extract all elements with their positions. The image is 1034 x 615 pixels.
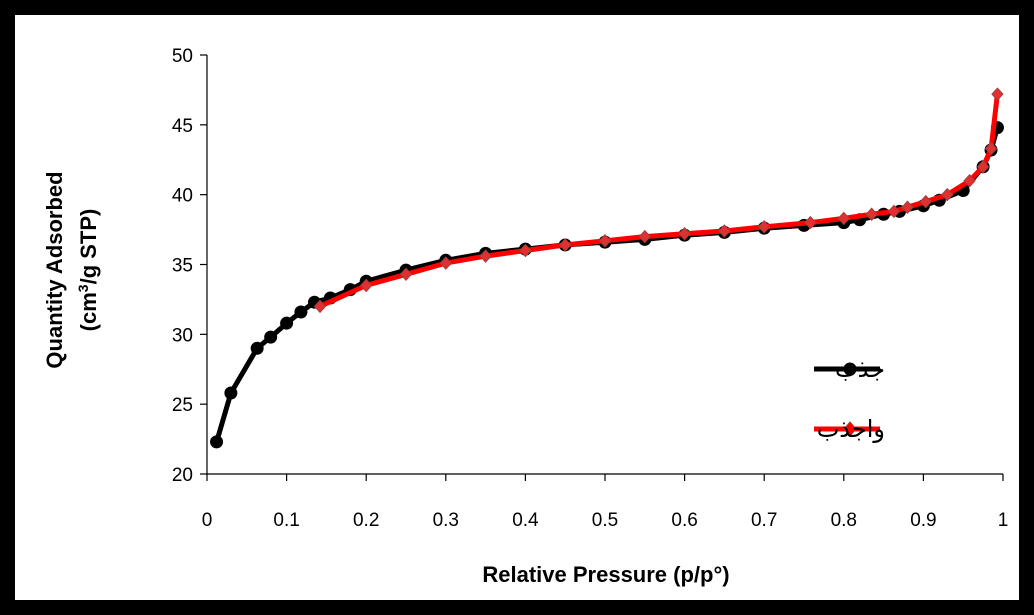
x-tick-label: 0.2: [353, 510, 379, 531]
data-point: [865, 207, 878, 221]
legend: جذب واجذب: [814, 355, 885, 443]
y-axis-title: Quantity Adsorbed (cm3/g STP): [42, 171, 101, 368]
x-tick-label: 0: [202, 510, 213, 531]
series-line: [317, 91, 1000, 309]
series-desorption: [313, 87, 1004, 314]
data-point: [638, 229, 651, 244]
data-point: [804, 215, 817, 230]
data-point: [941, 187, 954, 202]
y-axis-title-suffix: /g STP): [76, 209, 101, 285]
data-point: [264, 330, 278, 344]
y-axis-title-prefix: (cm: [76, 292, 101, 331]
x-tick-label: 0.1: [273, 510, 299, 531]
series-line: [214, 125, 1000, 445]
legend-label-desorption: واجذب: [817, 415, 885, 443]
data-point: [280, 316, 294, 330]
data-point: [984, 141, 998, 156]
data-point: [224, 386, 238, 400]
data-point: [901, 200, 914, 214]
legend-label-adsorption: جذب: [835, 355, 885, 383]
y-tick-label: 25: [172, 395, 193, 416]
y-axis-title-sup: 3: [75, 284, 91, 292]
data-point: [313, 299, 327, 314]
data-point: [479, 249, 492, 263]
x-tick-label: 0.8: [831, 510, 857, 531]
x-tick-label: 1: [998, 510, 1009, 531]
data-point: [963, 173, 976, 188]
y-tick-label: 50: [172, 46, 193, 67]
x-tick-label: 0.5: [592, 510, 618, 531]
data-point: [837, 211, 850, 226]
data-point: [598, 234, 612, 248]
data-point: [210, 435, 224, 449]
y-tick-label: 45: [172, 116, 193, 137]
legend-swatch-adsorption-marker: [843, 362, 857, 376]
x-axis-ticks: 0 0.1 0.2 0.3 0.4 0.5 0.6 0.7 0.8 0.9 1: [202, 474, 1009, 531]
y-tick-label: 30: [172, 325, 193, 346]
legend-item-desorption: واجذب: [814, 415, 885, 443]
data-point: [559, 238, 572, 252]
data-point: [250, 341, 264, 355]
axes: [206, 55, 1003, 475]
x-tick-label: 0.6: [671, 510, 697, 531]
data-point: [758, 220, 771, 234]
data-point: [887, 204, 901, 219]
y-tick-label: 35: [172, 256, 193, 277]
y-axis-title-line2: (cm3/g STP): [75, 209, 101, 332]
x-tick-label: 0.9: [910, 510, 936, 531]
y-tick-label: 20: [172, 465, 193, 486]
data-point: [718, 224, 731, 238]
series-adsorption: [210, 121, 1004, 449]
legend-swatch-desorption-marker: [843, 421, 857, 437]
data-point: [519, 243, 532, 258]
y-tick-label: 40: [172, 186, 193, 207]
data-point: [991, 87, 1004, 101]
data-point: [919, 194, 932, 209]
x-tick-label: 0.4: [512, 510, 539, 531]
series-layer: [210, 87, 1004, 449]
y-axis-title-line1: Quantity Adsorbed: [42, 171, 67, 368]
data-point: [439, 256, 452, 270]
x-axis-title: Relative Pressure (p/p°): [482, 562, 729, 587]
legend-item-adsorption: جذب: [814, 355, 885, 383]
chart-frame: [12, 12, 1022, 603]
y-axis-ticks: 20 25 30 35 40 45 50: [172, 46, 207, 486]
data-point: [976, 159, 990, 174]
data-point: [678, 227, 691, 241]
x-tick-label: 0.7: [751, 510, 777, 531]
data-point: [360, 278, 373, 293]
data-point: [294, 305, 308, 319]
x-tick-label: 0.3: [433, 510, 459, 531]
data-point: [399, 267, 413, 282]
